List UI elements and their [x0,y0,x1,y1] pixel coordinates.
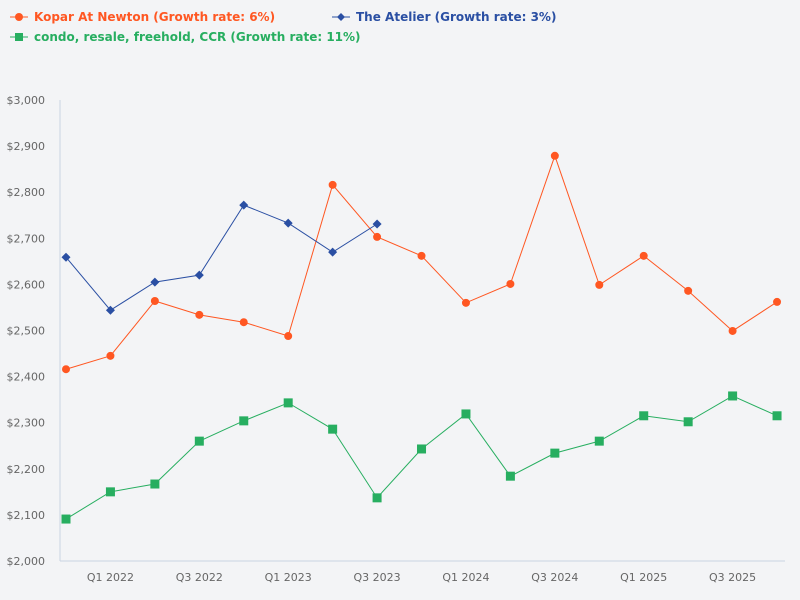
data-point[interactable] [62,365,70,374]
y-tick-label: $2,300 [7,417,46,430]
data-point[interactable] [773,297,782,306]
x-tick-label: Q3 2023 [354,571,401,584]
data-point[interactable] [284,332,293,341]
series-line [65,204,378,311]
legend-label: condo, resale, freehold, CCR (Growth rat… [34,30,361,44]
data-point[interactable] [417,444,427,454]
x-tick-label: Q1 2022 [87,571,134,584]
data-point[interactable] [106,351,115,360]
y-tick-label: $2,100 [7,509,46,522]
data-point[interactable] [373,232,382,241]
data-point[interactable] [461,409,471,419]
x-tick-label: Q3 2022 [176,571,223,584]
y-tick-label: $2,000 [7,555,46,568]
data-point[interactable] [505,471,515,481]
data-point[interactable] [550,448,560,458]
data-point[interactable] [639,251,648,260]
x-tick-label: Q3 2025 [709,571,756,584]
data-point[interactable] [105,305,115,315]
data-point[interactable] [239,416,249,426]
data-point[interactable] [595,280,604,289]
diamond-marker-icon [332,13,350,21]
legend-label: Kopar At Newton (Growth rate: 6%) [34,10,276,24]
data-point[interactable] [417,251,426,260]
data-point[interactable] [283,218,293,228]
data-point[interactable] [506,279,515,288]
x-tick-label: Q1 2025 [620,571,667,584]
y-tick-label: $2,500 [7,325,46,338]
x-tick-label: Q1 2023 [265,571,312,584]
data-point[interactable] [61,252,71,262]
square-marker-icon [10,33,28,41]
circle-marker-icon [10,13,28,21]
y-tick-label: $2,600 [7,278,46,291]
data-point[interactable] [105,487,115,497]
data-point[interactable] [150,479,160,489]
legend-condo[interactable]: condo, resale, freehold, CCR (Growth rat… [10,30,361,44]
data-point[interactable] [728,391,738,401]
data-point[interactable] [239,200,249,210]
y-tick-label: $2,900 [7,140,46,153]
x-tick-label: Q1 2024 [442,571,489,584]
y-tick-label: $2,400 [7,371,46,384]
data-point[interactable] [372,493,382,503]
y-tick-label: $2,800 [7,186,46,199]
data-point[interactable] [239,318,248,327]
data-point[interactable] [772,411,782,421]
data-point[interactable] [194,270,204,280]
data-point[interactable] [328,424,338,434]
data-point[interactable] [283,398,293,408]
x-tick-label: Q3 2024 [531,571,578,584]
data-point[interactable] [728,326,737,335]
data-point[interactable] [150,296,159,305]
series-1 [61,200,382,315]
series-2 [61,391,782,524]
data-point[interactable] [194,436,204,446]
legend-kopar[interactable]: Kopar At Newton (Growth rate: 6%) [10,10,275,24]
legend-label: The Atelier (Growth rate: 3%) [356,10,557,24]
legend-atelier[interactable]: The Atelier (Growth rate: 3%) [332,10,556,24]
y-tick-label: $2,700 [7,232,46,245]
data-point[interactable] [372,219,382,229]
data-point[interactable] [639,411,649,421]
series-0 [62,151,782,374]
data-point[interactable] [61,514,71,524]
data-point[interactable] [683,417,693,427]
data-point[interactable] [594,436,604,446]
series-line [65,395,778,520]
data-point[interactable] [461,298,470,307]
data-point[interactable] [684,286,693,295]
series-line [65,154,778,370]
data-point[interactable] [328,247,338,257]
data-point[interactable] [150,277,160,287]
y-tick-label: $2,200 [7,463,46,476]
data-point[interactable] [195,310,204,319]
data-point[interactable] [550,151,559,160]
data-point[interactable] [328,180,337,189]
y-tick-label: $3,000 [7,94,46,107]
